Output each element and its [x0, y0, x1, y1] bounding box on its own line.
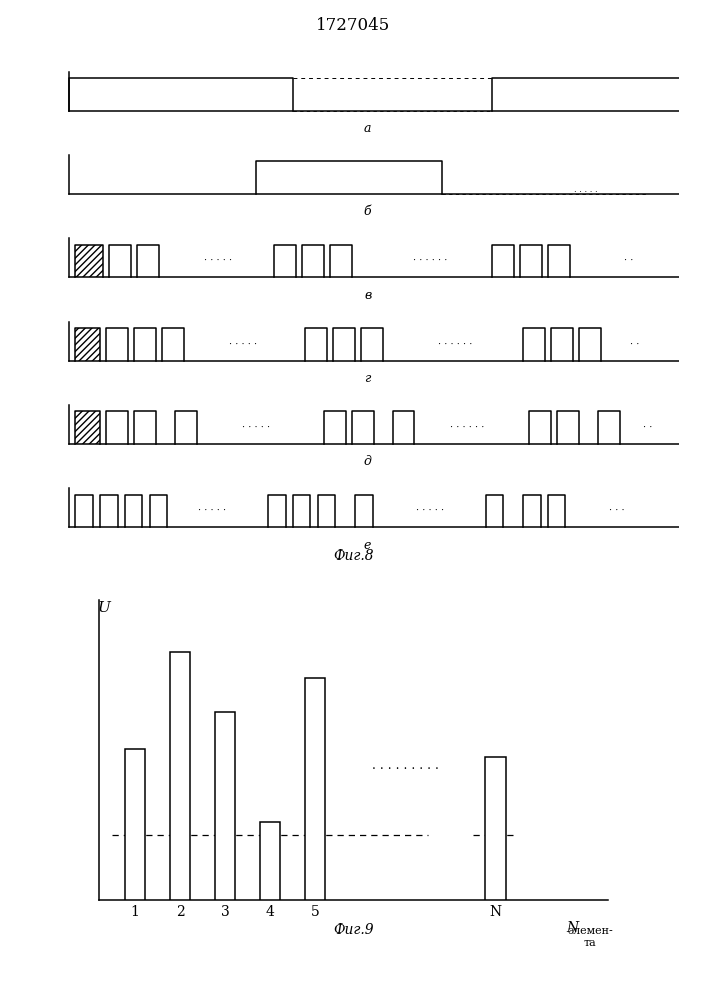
- Text: Фиг.8: Фиг.8: [333, 548, 374, 562]
- Text: U: U: [97, 601, 110, 615]
- Text: элемен-
та: элемен- та: [567, 926, 613, 948]
- Text: · · · · · ·: · · · · · ·: [438, 340, 472, 349]
- Text: · · · · ·: · · · · ·: [573, 188, 597, 196]
- Text: · · · · ·: · · · · ·: [242, 423, 269, 432]
- Text: · · · · ·: · · · · ·: [229, 340, 257, 349]
- Text: б: б: [364, 205, 371, 218]
- Text: а: а: [364, 122, 371, 135]
- Text: · · · · · ·: · · · · · ·: [450, 423, 484, 432]
- Text: N: N: [566, 921, 578, 935]
- Text: · ·: · ·: [643, 423, 653, 432]
- Bar: [75, 411, 100, 444]
- Bar: [260, 822, 280, 900]
- Bar: [170, 652, 190, 900]
- Bar: [75, 328, 100, 361]
- Text: · · · · · ·: · · · · · ·: [413, 256, 447, 265]
- Text: · ·: · ·: [624, 256, 633, 265]
- Text: д: д: [363, 455, 372, 468]
- Bar: [305, 678, 325, 900]
- Text: · · · · ·: · · · · ·: [204, 256, 233, 265]
- Text: · · · · ·: · · · · ·: [416, 506, 444, 515]
- Text: · · ·: · · ·: [609, 506, 624, 515]
- Text: е: е: [364, 539, 371, 552]
- Text: · · · · ·: · · · · ·: [198, 506, 226, 515]
- Bar: [75, 245, 103, 277]
- Bar: [485, 757, 506, 900]
- Text: Фиг.9: Фиг.9: [333, 923, 374, 937]
- Text: г: г: [364, 372, 371, 385]
- Bar: [215, 712, 235, 900]
- Text: в: в: [364, 289, 371, 302]
- Text: · ·: · ·: [631, 340, 640, 349]
- Bar: [125, 749, 145, 900]
- Text: · · · · · · · · ·: · · · · · · · · ·: [372, 763, 439, 776]
- Text: 1727045: 1727045: [316, 16, 391, 33]
